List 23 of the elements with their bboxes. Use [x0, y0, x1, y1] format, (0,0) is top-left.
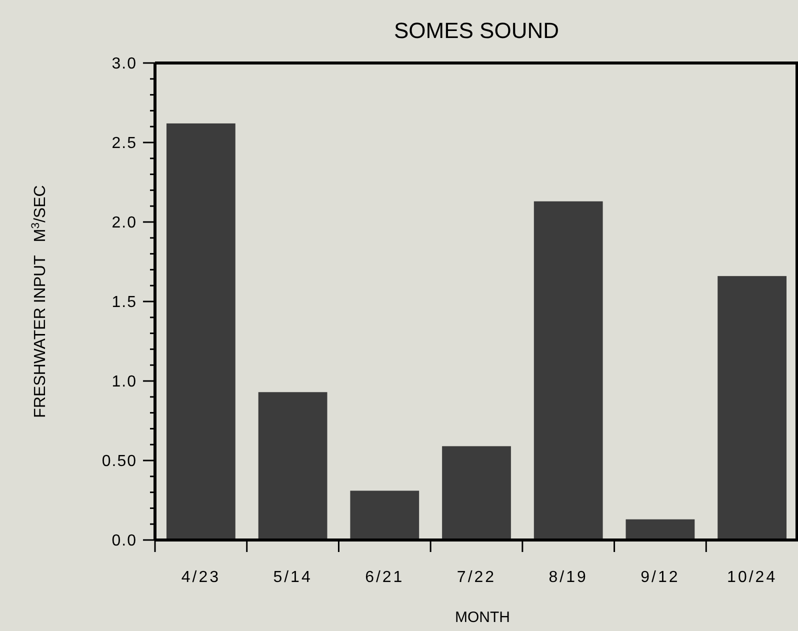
bar: [350, 490, 420, 540]
y-tick-label: 2.5: [112, 135, 137, 152]
y-tick-label: 3.0: [112, 56, 137, 73]
bar: [626, 519, 695, 540]
bar: [534, 201, 603, 540]
x-tick-label: 10/24: [727, 569, 778, 586]
x-tick-label: 4/23: [181, 569, 220, 586]
y-tick-label: 0.0: [112, 532, 137, 550]
bar: [258, 392, 328, 540]
x-tick-label: 8/19: [548, 569, 588, 586]
y-tick-label: 1.0: [112, 374, 137, 391]
y-tick-label: 1.5: [112, 294, 137, 312]
bar: [718, 276, 787, 540]
bar: [442, 446, 511, 540]
y-tick-label: 2.0: [112, 214, 137, 232]
y-tick-label: 0.50: [102, 453, 137, 470]
chart-title: SOMES SOUND: [394, 18, 560, 43]
bar: [166, 123, 236, 540]
x-tick-label: 6/21: [365, 569, 404, 586]
x-axis-title: MONTH: [455, 609, 510, 626]
x-tick-label: 7/22: [456, 569, 496, 586]
x-tick-label: 9/12: [640, 569, 680, 586]
x-tick-label: 5/14: [273, 569, 312, 586]
